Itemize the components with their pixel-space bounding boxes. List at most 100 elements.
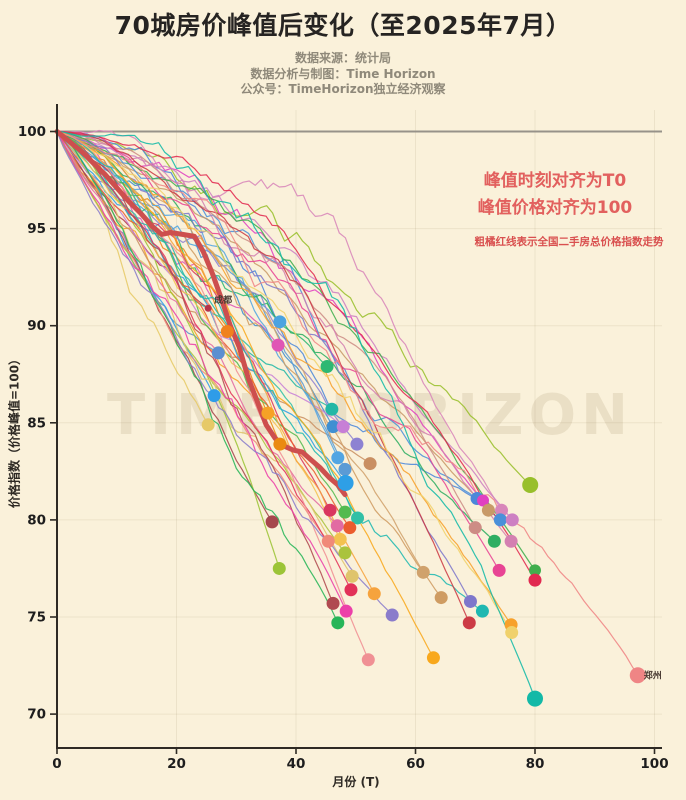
city-price-line — [56, 130, 476, 528]
city-endpoint-dot — [361, 653, 375, 667]
y-tick-label: 85 — [27, 415, 46, 431]
city-endpoint-dot — [493, 513, 507, 527]
city-endpoint-dot — [326, 420, 340, 434]
city-endpoint-dot — [477, 494, 490, 507]
city-endpoint-dot — [468, 521, 482, 535]
city-price-line — [56, 130, 280, 569]
y-tick-label: 95 — [27, 221, 46, 237]
y-axis-title: 价格指数（价格峰值=100） — [7, 352, 22, 509]
city-endpoint-dot — [363, 457, 377, 471]
city-endpoint-dot — [261, 406, 275, 420]
city-endpoint-dot — [211, 346, 225, 360]
y-tick-label: 70 — [27, 707, 46, 723]
subtitle-block: 数据来源：统计局 数据分析与制图：Time Horizon 公众号：TimeHo… — [0, 51, 686, 98]
y-tick-label: 100 — [18, 124, 46, 140]
y-tick-label: 80 — [27, 512, 46, 528]
city-endpoint-dot — [487, 534, 501, 548]
city-endpoint-dot — [416, 565, 430, 579]
city-endpoint-dot — [351, 511, 365, 525]
city-endpoint-dot — [385, 608, 399, 622]
city-price-line — [56, 131, 353, 577]
city-endpoint-dot — [492, 563, 506, 577]
annotation-align-100: 峰值价格对齐为100 — [477, 198, 633, 218]
x-tick-label: 20 — [167, 756, 186, 772]
x-tick-label: 100 — [640, 756, 668, 772]
city-endpoint-dot — [463, 594, 477, 608]
city-endpoint-dot — [505, 626, 519, 640]
city-price-line — [56, 130, 483, 612]
city-price-line — [56, 130, 442, 598]
city-endpoint-dot — [367, 587, 381, 601]
city-endpoint-dot — [495, 503, 509, 517]
city-price-line — [56, 131, 347, 484]
city-endpoint-dot — [326, 596, 340, 610]
city-endpoint-dot — [481, 503, 495, 517]
city-endpoint-dot — [265, 515, 279, 529]
city-endpoint-dot — [529, 564, 541, 577]
city-endpoint-dot — [272, 561, 286, 575]
city-price-line — [56, 131, 347, 612]
city-price-line — [57, 130, 536, 581]
city-price-line — [56, 130, 434, 659]
city-price-line — [56, 131, 273, 523]
city-endpoint-dot — [350, 437, 364, 451]
city-endpoint-dot — [333, 532, 347, 546]
city-price-line — [56, 130, 639, 676]
y-tick-label: 75 — [27, 610, 46, 626]
city-endpoint-dot — [207, 389, 221, 403]
city-endpoint-dot — [339, 604, 353, 618]
city-endpoint-dot — [220, 325, 234, 339]
city-endpoint-dot — [462, 616, 476, 630]
x-tick-label: 80 — [526, 756, 545, 772]
national-index-line — [54, 129, 348, 498]
city-price-line — [56, 130, 334, 604]
city-endpoint-dot — [505, 513, 519, 527]
city-endpoint-dot — [344, 583, 358, 597]
subtitle-source: 数据来源：统计局 — [294, 51, 391, 65]
city-price-line — [56, 130, 536, 699]
city-endpoint-dot — [343, 521, 357, 535]
city-price-line — [56, 130, 352, 591]
city-endpoint-dot — [323, 503, 337, 517]
city-price-line — [56, 130, 512, 626]
city-price-line — [56, 131, 339, 624]
city-price-line — [56, 130, 489, 511]
x-tick-label: 0 — [52, 756, 61, 772]
x-axis-title: 月份 (T) — [332, 775, 380, 789]
city-price-line — [56, 130, 369, 660]
city-endpoint-dot — [629, 667, 646, 684]
city-endpoint-dot — [475, 604, 489, 618]
city-endpoint-dot — [201, 418, 215, 432]
x-tick-label: 40 — [287, 756, 306, 772]
subtitle-channel: 公众号：TimeHorizon独立经济观察 — [240, 82, 446, 96]
city-endpoint-dot — [204, 304, 212, 312]
city-endpoint-dot — [325, 402, 339, 416]
annotation-align-t0: 峰值时刻对齐为T0 — [483, 171, 627, 191]
city-endpoint-dot — [504, 534, 518, 548]
city-endpoint-dot — [320, 359, 334, 373]
city-endpoint-dot — [338, 546, 352, 560]
city-price-line — [56, 130, 513, 633]
city-endpoint-dot — [337, 475, 354, 492]
city-price-line — [56, 131, 393, 616]
y-tick-label: 90 — [27, 318, 46, 334]
city-endpoint-dot — [522, 476, 539, 493]
city-endpoint-dot — [331, 616, 345, 630]
city-endpoint-dot — [528, 573, 542, 587]
city-endpoint-dot — [273, 437, 287, 451]
city-price-line — [56, 131, 346, 554]
city-endpoint-dot — [273, 315, 287, 329]
city-endpoint-dot — [345, 569, 359, 583]
city-endpoint-dot — [271, 338, 285, 352]
city-label: 郑州 — [644, 669, 662, 681]
page-title: 70城房价峰值后变化（至2025年7月） — [114, 11, 572, 40]
city-endpoint-dot — [330, 519, 344, 533]
city-price-line — [56, 131, 269, 414]
city-price-line — [57, 129, 503, 511]
city-price-line — [56, 130, 536, 571]
city-price-line — [56, 131, 358, 445]
annotation-thick-line-note: 粗橘红线表示全国二手房总价格指数走势 — [474, 236, 664, 248]
city-endpoint-dot — [338, 505, 352, 519]
